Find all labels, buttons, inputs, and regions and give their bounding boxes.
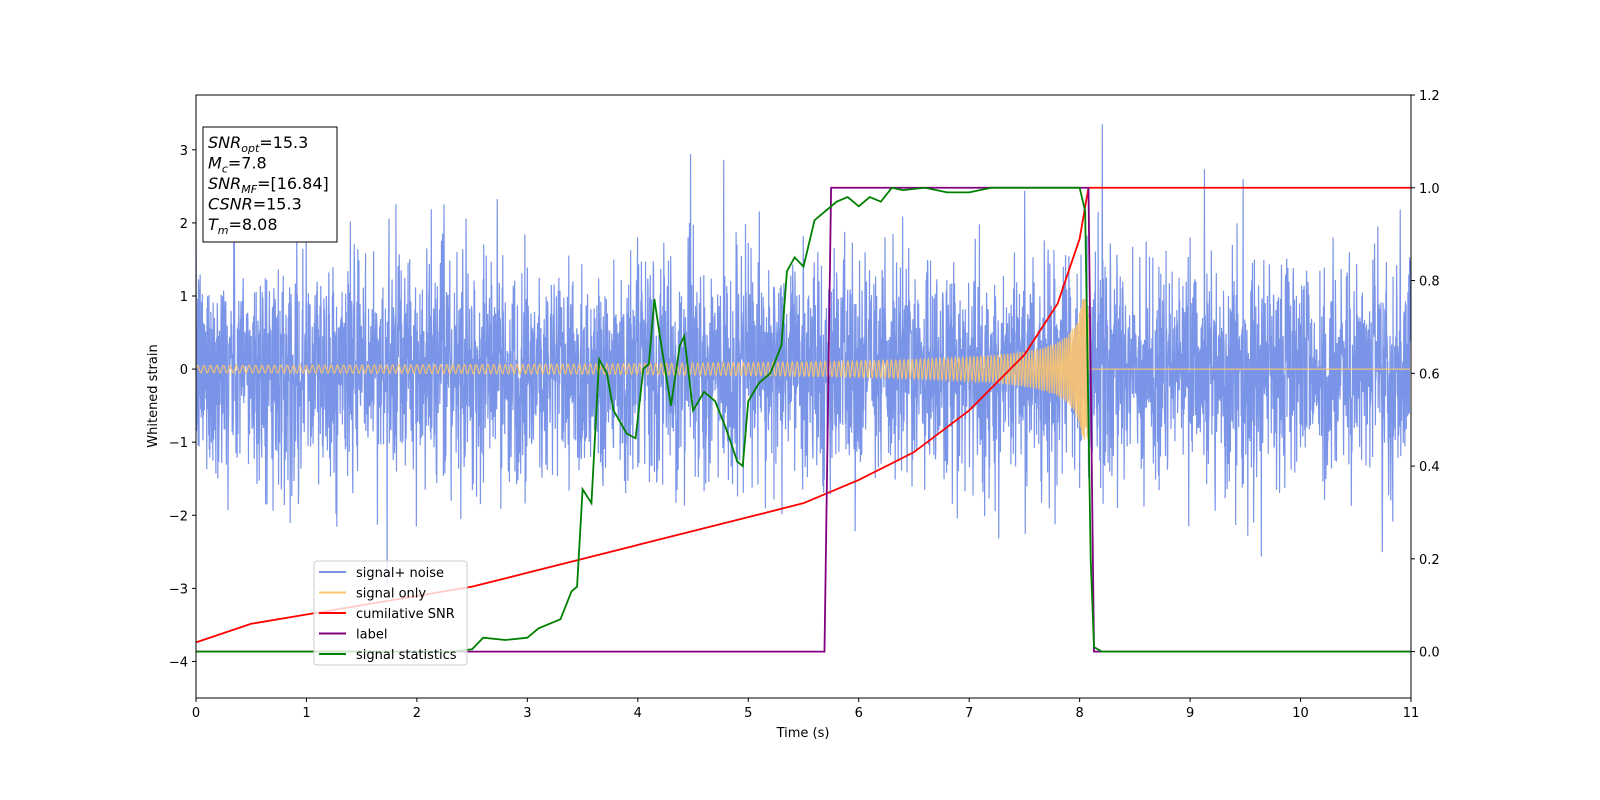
info-box-frame [202,126,338,243]
legend-label: label [356,628,387,643]
x-tick-label: 1 [302,706,310,721]
x-axis: 0 1 2 3 4 5 6 7 8 9 10 11 [192,698,1419,721]
info-line: Tm=8.08 [208,215,278,237]
legend-label: signal statistics [356,648,457,663]
info-box: SNRopt=15.3Mc=7.8SNRMF=[16.84]CSNR=15.3T… [202,126,338,243]
y-left-tick-label: −3 [169,582,188,597]
info-line: SNRMF=[16.84] [208,174,329,196]
y-left-tick-label: 0 [180,363,188,378]
y-left-tick-label: 2 [180,217,188,232]
legend-frame [313,560,468,666]
y-right-tick-label: 1.2 [1419,89,1440,104]
y-left-tick-label: −4 [169,655,188,670]
series-signal-statistics [196,186,1411,653]
y-right-tick-label: 0.0 [1419,646,1440,661]
y-axis-right: 0.0 0.2 0.4 0.6 0.8 1.0 1.2 [1411,89,1440,661]
y-right-tick-label: 0.4 [1419,460,1440,475]
y-axis-left: −4 −3 −2 −1 0 1 2 3 [169,144,196,670]
series-signal-only [196,298,1411,440]
x-tick-label: 2 [413,706,421,721]
plot-frame [195,94,1412,699]
y-right-tick-label: 1.0 [1419,182,1440,197]
series-signal-noise [196,124,1411,585]
x-tick-label: 11 [1403,706,1420,721]
x-tick-label: 5 [744,706,752,721]
y-right-tick-label: 0.6 [1419,367,1440,382]
info-line: SNRopt=15.3 [208,133,308,155]
legend-label: signal+ noise [356,566,444,581]
x-tick-label: 4 [634,706,642,721]
y-right-tick-label: 0.2 [1419,553,1440,568]
y-left-tick-label: −1 [169,436,188,451]
legend: signal+ noise signal only cumilative SNR la… [313,560,468,666]
y-left-tick-label: 1 [180,290,188,305]
x-tick-label: 6 [855,706,863,721]
x-tick-label: 9 [1186,706,1194,721]
x-axis-label: Time (s) [776,726,830,741]
legend-label: cumilative SNR [356,607,455,622]
y-right-tick-label: 0.8 [1419,275,1440,290]
y-left-tick-label: −2 [169,509,188,524]
x-tick-label: 0 [192,706,200,721]
y-axis-label: Whitened strain [146,344,161,447]
info-line: CSNR=15.3 [208,195,302,214]
x-tick-label: 8 [1075,706,1083,721]
x-tick-label: 3 [523,706,531,721]
legend-label: signal only [356,587,426,602]
info-line: Mc=7.8 [208,154,267,176]
y-left-tick-label: 3 [180,144,188,159]
x-tick-label: 7 [965,706,973,721]
x-tick-label: 10 [1292,706,1309,721]
